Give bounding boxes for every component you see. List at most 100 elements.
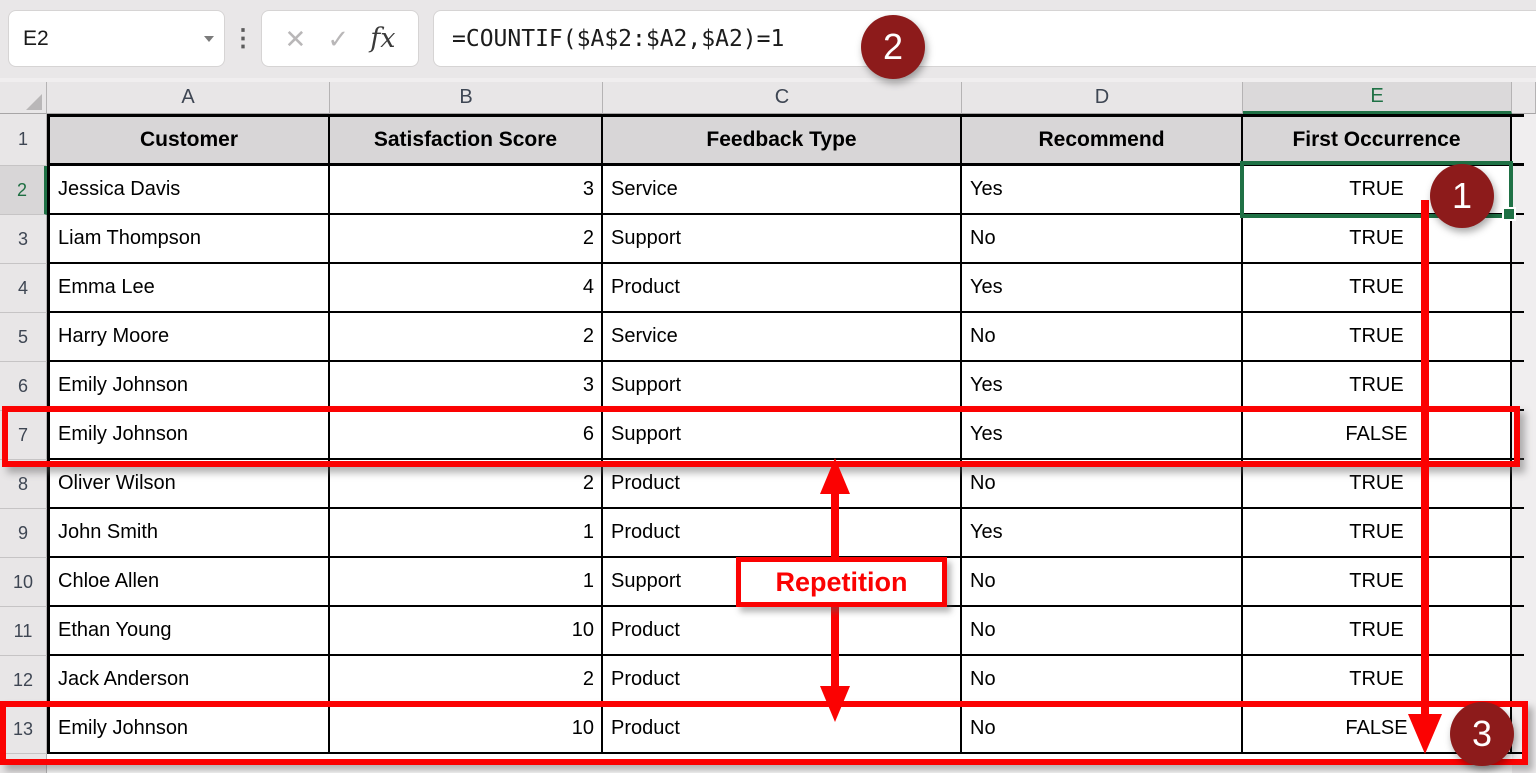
header-cell-feedback-type[interactable]: Feedback Type xyxy=(603,114,962,166)
cell-satisfaction-score[interactable]: 4 xyxy=(330,264,603,313)
row-header[interactable]: 12 xyxy=(0,656,47,705)
table-row: 12 Jack Anderson 2 Product No TRUE xyxy=(0,656,1536,705)
cell-feedback-type[interactable]: Product xyxy=(603,509,962,558)
row-header[interactable]: 10 xyxy=(0,558,47,607)
cell-feedback-type[interactable]: Product xyxy=(603,264,962,313)
cell-feedback-type[interactable]: Product xyxy=(603,656,962,705)
cell-recommend[interactable]: Yes xyxy=(962,166,1243,215)
name-box-dropdown-icon[interactable] xyxy=(204,35,214,42)
step-badge-3: 3 xyxy=(1450,702,1514,766)
header-cell-customer[interactable]: Customer xyxy=(47,114,330,166)
column-header-a[interactable]: A xyxy=(47,82,330,114)
cell-customer[interactable]: John Smith xyxy=(47,509,330,558)
cell-customer[interactable]: Emily Johnson xyxy=(47,705,330,754)
cell-recommend[interactable]: No xyxy=(962,656,1243,705)
cell-recommend[interactable]: Yes xyxy=(962,264,1243,313)
cell-recommend[interactable]: Yes xyxy=(962,411,1243,460)
cell-customer[interactable]: Emma Lee xyxy=(47,264,330,313)
row-header[interactable]: 2 xyxy=(0,166,47,215)
header-cell-satisfaction-score[interactable]: Satisfaction Score xyxy=(330,114,603,166)
step-badge-1: 1 xyxy=(1430,164,1494,228)
row-header[interactable]: 8 xyxy=(0,460,47,509)
row-header[interactable]: 3 xyxy=(0,215,47,264)
header-cell-recommend[interactable]: Recommend xyxy=(962,114,1243,166)
select-all-corner[interactable] xyxy=(0,82,47,114)
cell-customer[interactable]: Jessica Davis xyxy=(47,166,330,215)
table-body: 2 Jessica Davis 3 Service Yes TRUE 3 Lia… xyxy=(0,166,1536,754)
cell-recommend[interactable]: No xyxy=(962,705,1243,754)
cell-feedback-type[interactable]: Product xyxy=(603,705,962,754)
cell-satisfaction-score[interactable]: 3 xyxy=(330,166,603,215)
cell-satisfaction-score[interactable]: 3 xyxy=(330,362,603,411)
cancel-icon[interactable]: ✕ xyxy=(284,23,307,54)
formula-input[interactable]: =COUNTIF($A$2:$A2,$A2)=1 xyxy=(433,10,1536,67)
cell-satisfaction-score[interactable]: 1 xyxy=(330,558,603,607)
cell-recommend[interactable]: Yes xyxy=(962,362,1243,411)
name-box[interactable]: E2 xyxy=(8,10,225,67)
column-header-e[interactable]: E xyxy=(1243,82,1512,114)
cell-customer[interactable]: Emily Johnson xyxy=(47,411,330,460)
cell-satisfaction-score[interactable]: 2 xyxy=(330,215,603,264)
cell-feedback-type[interactable]: Product xyxy=(603,460,962,509)
cell-first-occurrence[interactable]: FALSE xyxy=(1243,411,1512,460)
cell-satisfaction-score[interactable]: 2 xyxy=(330,460,603,509)
formula-bar: E2 ⋮ ✕ ✓ fx =COUNTIF($A$2:$A2,$A2)=1 xyxy=(0,0,1536,78)
cell-feedback-type[interactable]: Support xyxy=(603,215,962,264)
duplicate-row-13-highlight-box xyxy=(0,701,1528,765)
cell-first-occurrence[interactable]: TRUE xyxy=(1243,558,1512,607)
cell-satisfaction-score[interactable]: 2 xyxy=(330,656,603,705)
cell-first-occurrence[interactable]: TRUE xyxy=(1243,264,1512,313)
cell-satisfaction-score[interactable]: 10 xyxy=(330,705,603,754)
column-e-arrow-line xyxy=(1421,200,1429,716)
table-row: 7 Emily Johnson 6 Support Yes FALSE xyxy=(0,411,1536,460)
cell-first-occurrence[interactable]: TRUE xyxy=(1243,362,1512,411)
cell-feedback-type[interactable]: Support xyxy=(603,362,962,411)
cell-customer[interactable]: Harry Moore xyxy=(47,313,330,362)
cell-first-occurrence[interactable]: TRUE xyxy=(1243,460,1512,509)
cell-recommend[interactable]: No xyxy=(962,558,1243,607)
enter-icon[interactable]: ✓ xyxy=(327,23,350,54)
table-row: 8 Oliver Wilson 2 Product No TRUE xyxy=(0,460,1536,509)
cell-customer[interactable]: Ethan Young xyxy=(47,607,330,656)
cell-first-occurrence[interactable]: TRUE xyxy=(1243,509,1512,558)
column-header-c[interactable]: C xyxy=(603,82,962,114)
row-header[interactable]: 9 xyxy=(0,509,47,558)
row-header[interactable]: 5 xyxy=(0,313,47,362)
header-cell-first-occurrence[interactable]: First Occurrence xyxy=(1243,114,1512,166)
formula-text: =COUNTIF($A$2:$A2,$A2)=1 xyxy=(452,25,785,52)
table-row: 5 Harry Moore 2 Service No TRUE xyxy=(0,313,1536,362)
cell-recommend[interactable]: No xyxy=(962,313,1243,362)
column-header-b[interactable]: B xyxy=(330,82,603,114)
table-row: 4 Emma Lee 4 Product Yes TRUE xyxy=(0,264,1536,313)
table-row: 11 Ethan Young 10 Product No TRUE xyxy=(0,607,1536,656)
row-header[interactable]: 6 xyxy=(0,362,47,411)
cell-customer[interactable]: Chloe Allen xyxy=(47,558,330,607)
fill-handle[interactable] xyxy=(1502,207,1516,221)
row-header[interactable]: 4 xyxy=(0,264,47,313)
column-header-d[interactable]: D xyxy=(962,82,1243,114)
table-row: 3 Liam Thompson 2 Support No TRUE xyxy=(0,215,1536,264)
cell-first-occurrence[interactable]: TRUE xyxy=(1243,313,1512,362)
cell-customer[interactable]: Emily Johnson xyxy=(47,362,330,411)
row-header[interactable]: 13 xyxy=(0,705,47,754)
row-header-1[interactable]: 1 xyxy=(0,114,47,166)
cell-satisfaction-score[interactable]: 10 xyxy=(330,607,603,656)
cell-customer[interactable]: Jack Anderson xyxy=(47,656,330,705)
cell-recommend[interactable]: No xyxy=(962,460,1243,509)
cell-recommend[interactable]: No xyxy=(962,215,1243,264)
cell-satisfaction-score[interactable]: 6 xyxy=(330,411,603,460)
cell-feedback-type[interactable]: Support xyxy=(603,411,962,460)
cell-feedback-type[interactable]: Product xyxy=(603,607,962,656)
cell-feedback-type[interactable]: Service xyxy=(603,166,962,215)
cell-customer[interactable]: Liam Thompson xyxy=(47,215,330,264)
cell-recommend[interactable]: Yes xyxy=(962,509,1243,558)
cell-customer[interactable]: Oliver Wilson xyxy=(47,460,330,509)
cell-first-occurrence[interactable]: TRUE xyxy=(1243,656,1512,705)
insert-function-icon[interactable]: fx xyxy=(370,23,396,54)
cell-satisfaction-score[interactable]: 2 xyxy=(330,313,603,362)
row-header[interactable]: 11 xyxy=(0,607,47,656)
cell-recommend[interactable]: No xyxy=(962,607,1243,656)
cell-feedback-type[interactable]: Service xyxy=(603,313,962,362)
cell-satisfaction-score[interactable]: 1 xyxy=(330,509,603,558)
cell-first-occurrence[interactable]: TRUE xyxy=(1243,607,1512,656)
